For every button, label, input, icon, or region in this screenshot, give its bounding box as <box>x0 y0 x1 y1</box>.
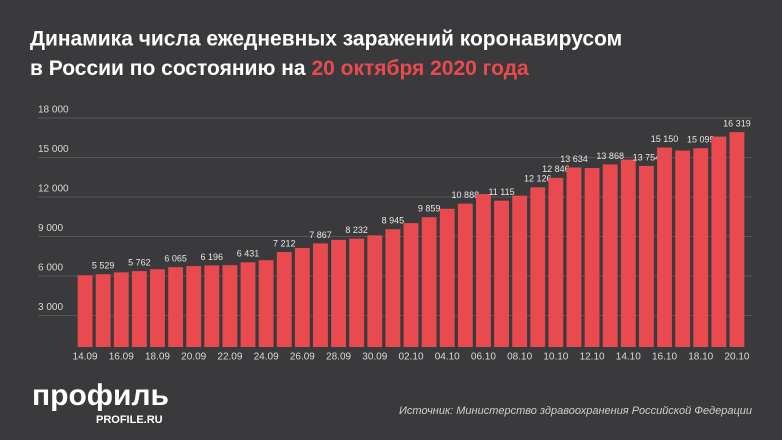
bar <box>77 275 93 347</box>
value-label: 8 945 <box>382 216 405 226</box>
bar <box>476 194 491 347</box>
bar <box>186 266 202 347</box>
bar <box>675 150 691 347</box>
x-tick-label: 10.10 <box>543 352 568 363</box>
x-tick-label: 20.10 <box>724 352 749 363</box>
bar <box>294 247 310 347</box>
bar <box>349 238 365 347</box>
value-label: 7 867 <box>309 230 332 240</box>
bar <box>131 271 147 347</box>
value-label: 13 868 <box>596 151 624 161</box>
bar <box>331 239 346 347</box>
x-tick-label: 16.10 <box>652 352 677 363</box>
bar <box>113 272 129 347</box>
bar <box>566 167 582 347</box>
x-tick-label: 20.09 <box>181 352 206 363</box>
bar <box>204 265 220 347</box>
x-tick-label: 18.10 <box>688 352 713 363</box>
x-tick-label: 26.09 <box>290 352 315 363</box>
x-tick-label: 12.10 <box>580 352 605 363</box>
bar <box>584 168 600 347</box>
x-tick-label: 14.10 <box>616 352 641 363</box>
value-label: 5 762 <box>128 258 151 268</box>
value-label: 12 846 <box>542 164 570 174</box>
y-tick-label: 15 000 <box>38 144 69 155</box>
bar <box>240 262 256 347</box>
value-label: 16 319 <box>723 119 751 129</box>
logo-sub: PROFILE.RU <box>96 414 163 426</box>
bar <box>150 269 165 347</box>
value-label: 9 859 <box>418 204 441 214</box>
y-tick-label: 9 000 <box>38 223 63 234</box>
bar <box>95 274 111 347</box>
bar <box>457 203 473 347</box>
bar <box>313 243 328 347</box>
y-tick-label: 3 000 <box>38 302 63 313</box>
y-tick-label: 6 000 <box>38 263 63 274</box>
bar <box>657 147 672 347</box>
bar <box>620 159 636 347</box>
value-label: 15 099 <box>687 135 715 145</box>
x-tick-label: 16.09 <box>109 352 134 363</box>
value-label: 15 150 <box>651 134 679 144</box>
x-tick-label: 22.09 <box>217 352 242 363</box>
y-tick-label: 12 000 <box>38 184 69 195</box>
bar <box>403 223 419 347</box>
bar <box>222 265 238 347</box>
bar <box>168 267 184 347</box>
bar <box>711 136 727 347</box>
bar <box>693 148 709 347</box>
bar <box>638 165 654 347</box>
x-tick-label: 14.09 <box>73 352 98 363</box>
y-tick-label: 18 000 <box>38 105 69 116</box>
x-tick-label: 02.10 <box>398 352 423 363</box>
x-tick-label: 28.09 <box>326 352 351 363</box>
x-tick-label: 24.09 <box>254 352 279 363</box>
bar <box>512 195 528 347</box>
chart-title: Динамика числа ежедневных заражений коро… <box>30 28 622 51</box>
value-label: 10 888 <box>452 190 480 200</box>
bar <box>494 200 509 347</box>
x-tick-label: 06.10 <box>471 352 496 363</box>
bar <box>258 260 274 347</box>
bar <box>729 132 745 347</box>
bar <box>602 164 618 347</box>
bar <box>276 252 292 347</box>
bar <box>548 177 564 347</box>
chart-title-highlight: 20 октября 2020 года <box>311 57 529 80</box>
value-label: 13 634 <box>560 154 588 164</box>
bar <box>367 235 383 347</box>
x-tick-label: 08.10 <box>507 352 532 363</box>
source: Источник: Министерство здравоохранения Р… <box>399 405 752 417</box>
x-tick-label: 04.10 <box>435 352 460 363</box>
x-tick-label: 30.09 <box>362 352 387 363</box>
value-label: 6 196 <box>201 252 224 262</box>
value-label: 13 754 <box>633 152 661 162</box>
value-label: 5 529 <box>92 261 115 271</box>
logo: профиль <box>32 379 169 412</box>
value-label: 11 115 <box>488 187 514 197</box>
value-label: 6 065 <box>164 254 187 264</box>
bar <box>530 187 546 347</box>
value-label: 12 126 <box>524 174 552 184</box>
value-label: 6 431 <box>237 249 260 259</box>
value-label: 8 232 <box>345 225 368 235</box>
value-label: 7 212 <box>273 238 296 248</box>
x-tick-label: 18.09 <box>145 352 170 363</box>
bar <box>439 208 455 347</box>
chart-title-line: в России по состоянию на <box>30 57 306 80</box>
bar <box>385 229 401 347</box>
chart-title: в России по состоянию на 20 октября 2020… <box>30 57 529 80</box>
bar <box>421 217 437 347</box>
